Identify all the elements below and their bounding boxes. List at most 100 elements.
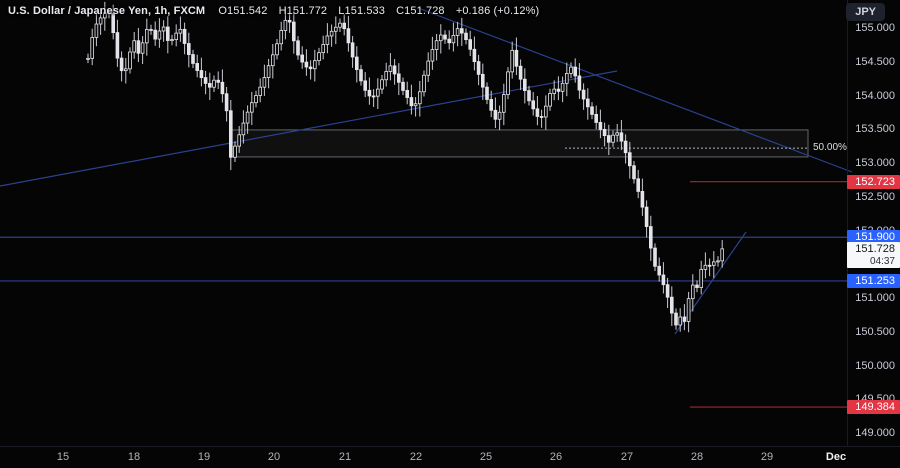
candle-down <box>636 178 640 192</box>
symbol-title: U.S. Dollar / Japanese Yen, 1h, FXCM <box>8 5 206 17</box>
candle-up <box>266 65 271 78</box>
price-alert-badge-151.253: 151.253 <box>847 273 900 288</box>
candle-up <box>128 51 132 70</box>
candle-down <box>472 48 477 63</box>
candle-down <box>556 88 561 92</box>
candle-down <box>111 13 116 33</box>
time-tick-28: 28 <box>690 451 704 463</box>
candle-up <box>249 102 254 113</box>
candle-down <box>527 90 531 102</box>
candle-down <box>649 226 653 249</box>
candle-up <box>312 60 317 70</box>
supply-zone <box>231 129 809 158</box>
time-tick-25: 25 <box>479 451 493 463</box>
candle-up <box>434 40 439 50</box>
symbol-info-bar: U.S. Dollar / Japanese Yen, 1h, FXCM O15… <box>8 5 547 17</box>
supply-zone-rectangle <box>231 129 809 158</box>
candle-up <box>430 49 435 62</box>
candle-up <box>720 248 724 262</box>
candle-down <box>459 28 464 34</box>
price-axis[interactable]: 155.000 154.500 154.000 153.500 153.000 152.5… <box>847 0 900 446</box>
candle-down <box>539 116 544 118</box>
candle-up <box>157 30 162 40</box>
candle-up <box>245 111 250 124</box>
candle-down <box>535 108 540 117</box>
ascending-trendline-long <box>0 70 618 187</box>
candle-down <box>359 69 363 82</box>
candle-up <box>241 122 246 136</box>
candle-up <box>103 12 107 19</box>
candle-down <box>207 83 212 88</box>
time-axis[interactable]: 15 18 19 20 21 22 25 26 27 28 29 Dec <box>0 446 900 468</box>
candle-down <box>590 106 594 115</box>
candle-up <box>333 26 338 32</box>
candle-down <box>644 206 649 227</box>
candle-down <box>632 165 636 180</box>
candle-up <box>422 74 426 93</box>
candle-up <box>321 44 325 54</box>
candle-up <box>388 65 393 72</box>
candle-down <box>493 109 498 120</box>
candle-down <box>695 284 699 288</box>
candle-down <box>485 86 489 100</box>
price-tick-154.500: 154.500 <box>855 55 895 68</box>
candle-down <box>464 32 468 41</box>
candle-up <box>338 22 342 28</box>
price-alert-badge-152.723: 152.723 <box>847 174 900 189</box>
candle-up <box>544 105 548 118</box>
candle-down <box>619 132 624 142</box>
candle-up <box>703 264 708 270</box>
candle-down <box>165 26 170 41</box>
candle-down <box>296 40 300 56</box>
candle-up <box>94 23 99 38</box>
candle-up <box>144 29 149 44</box>
candle-up <box>565 73 569 84</box>
candle-up <box>140 42 145 54</box>
candle-down <box>182 28 187 44</box>
candle-down <box>342 22 346 30</box>
candle-up <box>174 32 179 41</box>
candle-down <box>514 49 519 67</box>
descending-trendline <box>417 7 853 173</box>
candle-down <box>203 77 208 84</box>
candle-up <box>615 132 619 136</box>
candle-down <box>707 264 712 267</box>
price-tick-152.500: 152.500 <box>855 190 895 203</box>
candle-down <box>665 284 670 298</box>
candle-up <box>262 77 267 88</box>
time-tick-19: 19 <box>197 451 211 463</box>
candle-up <box>254 95 258 104</box>
price-tick-150.500: 150.500 <box>855 325 895 338</box>
candle-down <box>119 57 124 72</box>
ohlc-close: C151.728 <box>396 5 445 17</box>
candle-down <box>657 265 661 276</box>
candle-up <box>438 34 443 42</box>
candle-down <box>153 29 158 40</box>
currency-badge-jpy[interactable]: JPY <box>846 3 885 21</box>
ohlc-open: O151.542 <box>218 5 268 17</box>
candle-down <box>346 28 351 44</box>
candle-up <box>283 19 288 31</box>
bar-countdown: 04:37 <box>869 255 895 267</box>
candle-up <box>552 88 556 94</box>
candle-down <box>607 135 611 143</box>
candle-down <box>186 43 191 55</box>
candle-up <box>560 82 565 92</box>
price-change: +0.186 (+0.12%) <box>455 5 540 17</box>
candle-down <box>661 274 666 286</box>
candle-down <box>674 312 678 326</box>
candle-up <box>686 298 691 322</box>
candle-down <box>350 42 355 58</box>
candle-up <box>510 49 514 73</box>
candle-down <box>670 296 674 314</box>
candle-up <box>86 57 90 60</box>
time-tick-15: 15 <box>56 451 70 463</box>
candle-down <box>354 56 359 71</box>
trendlines-layer <box>0 7 853 335</box>
candle-down <box>363 80 367 91</box>
price-tick-155.000: 155.000 <box>855 22 895 34</box>
candle-up <box>178 28 183 34</box>
candle-up <box>716 260 720 263</box>
candle-down <box>598 122 603 130</box>
